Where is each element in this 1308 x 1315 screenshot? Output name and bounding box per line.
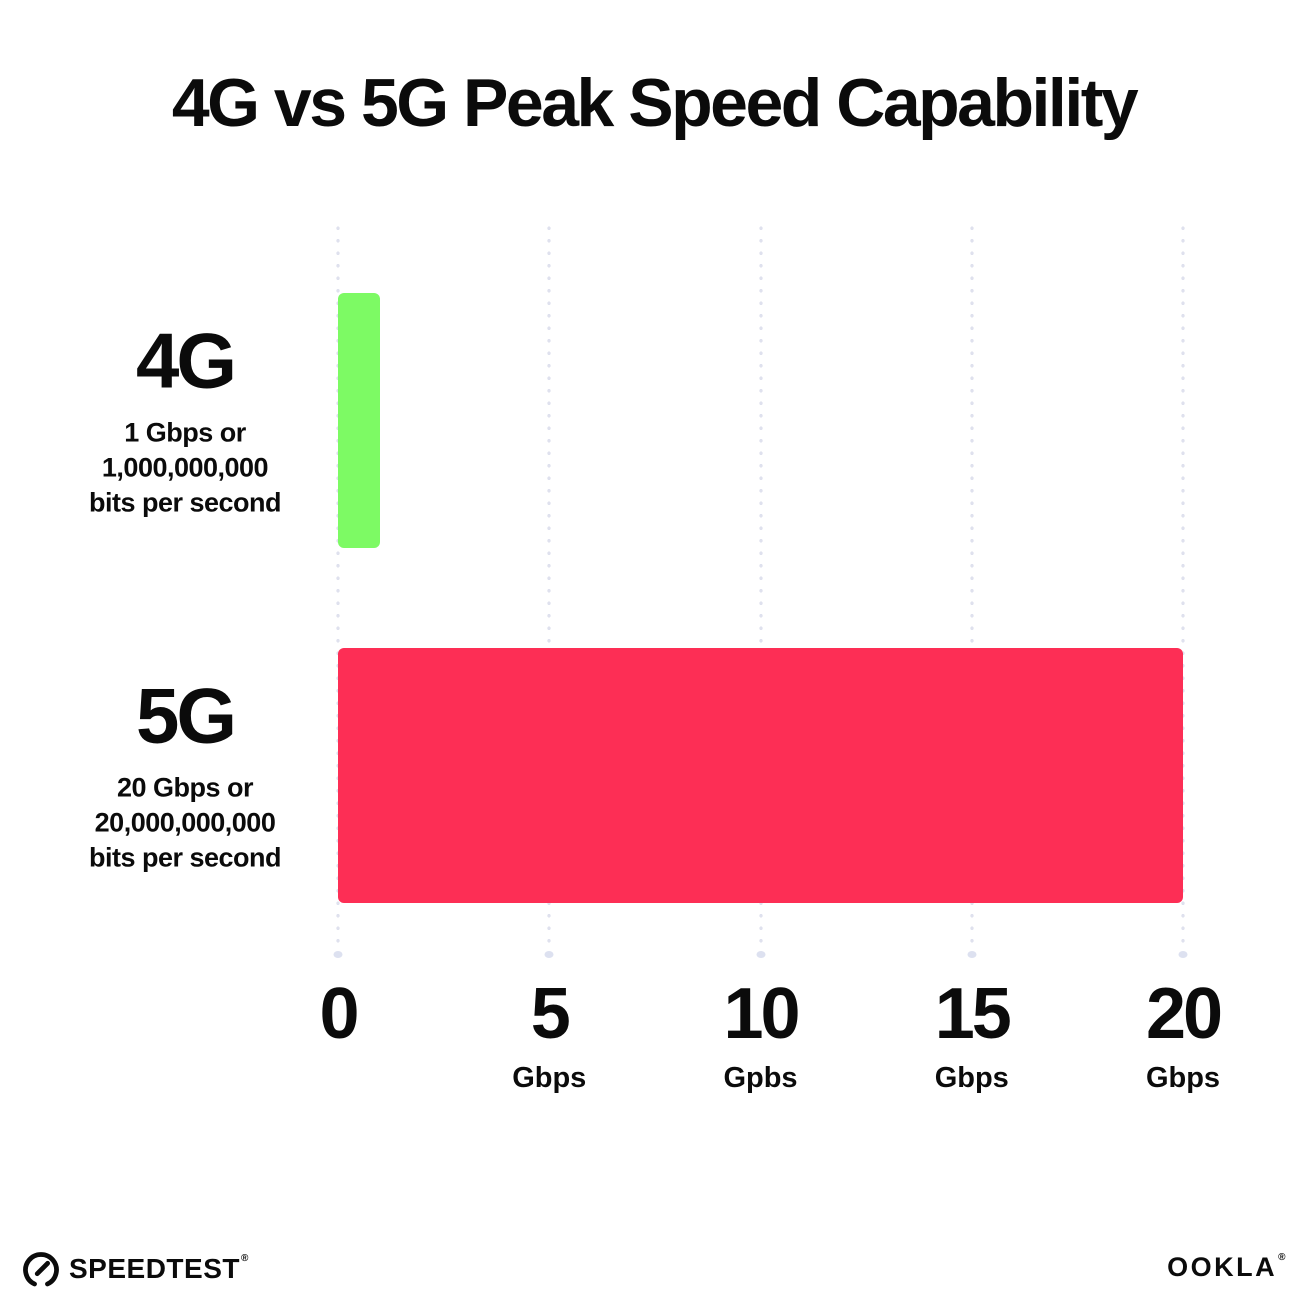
ookla-logo-text: OOKLA® bbox=[1167, 1252, 1288, 1282]
category-name: 4G bbox=[135, 316, 237, 404]
x-tick-unit: Gpbs bbox=[723, 1062, 798, 1094]
x-tick-value: 15 bbox=[934, 974, 1012, 1054]
category-description-line: bits per second bbox=[88, 487, 282, 517]
category-description-line: bits per second bbox=[88, 842, 282, 872]
chart-title: 4G vs 5G Peak Speed Capability bbox=[171, 64, 1139, 141]
speedtest-logo: SPEEDTEST® bbox=[22, 1250, 249, 1288]
x-tick-5: 5 Gbps bbox=[429, 978, 669, 1095]
gridline-15 bbox=[969, 222, 974, 948]
gridline-5 bbox=[547, 222, 552, 948]
x-tick-value: 0 bbox=[319, 974, 359, 1054]
x-tick-0: 0 bbox=[218, 978, 458, 1092]
x-tick-15: 15 Gbps bbox=[852, 978, 1092, 1095]
gridline-0 bbox=[336, 222, 340, 948]
x-tick-unit: Gbps bbox=[934, 1062, 1009, 1094]
category-label-4g: 4G 1 Gbps or 1,000,000,000 bits per second bbox=[55, 321, 315, 520]
ookla-trademark: ® bbox=[1278, 1252, 1288, 1263]
ookla-logo: OOKLA® bbox=[1167, 1252, 1288, 1282]
category-name: 5G bbox=[135, 671, 237, 759]
x-tick-value: 20 bbox=[1145, 974, 1223, 1054]
gridline-10 bbox=[758, 222, 763, 948]
speedtest-trademark: ® bbox=[240, 1253, 249, 1264]
x-tick-unit: Gbps bbox=[1145, 1062, 1221, 1094]
category-description-line: 20 Gbps or bbox=[116, 772, 254, 802]
category-description: 20 Gbps or 20,000,000,000 bits per second bbox=[55, 770, 315, 875]
x-tick-value: 5 bbox=[530, 974, 571, 1054]
x-tick-10: 10 Gpbs bbox=[641, 978, 881, 1095]
bar-5g bbox=[338, 648, 1183, 903]
x-tick-value: 10 bbox=[723, 974, 800, 1054]
category-description-line: 1,000,000,000 bbox=[101, 452, 269, 482]
speedtest-logo-text: SPEEDTEST® bbox=[69, 1253, 249, 1284]
category-description: 1 Gbps or 1,000,000,000 bits per second bbox=[55, 415, 315, 520]
speedtest-gauge-icon bbox=[23, 1252, 59, 1287]
x-tick-unit bbox=[218, 1062, 458, 1092]
category-description-line: 20,000,000,000 bbox=[94, 807, 276, 837]
gridline-20 bbox=[1181, 222, 1185, 948]
x-tick-unit: Gbps bbox=[512, 1062, 587, 1094]
category-description-line: 1 Gbps or bbox=[124, 417, 246, 447]
category-label-5g: 5G 20 Gbps or 20,000,000,000 bits per secon… bbox=[55, 676, 315, 875]
x-tick-20: 20 Gbps bbox=[1063, 978, 1303, 1095]
bar-4g bbox=[338, 293, 381, 548]
